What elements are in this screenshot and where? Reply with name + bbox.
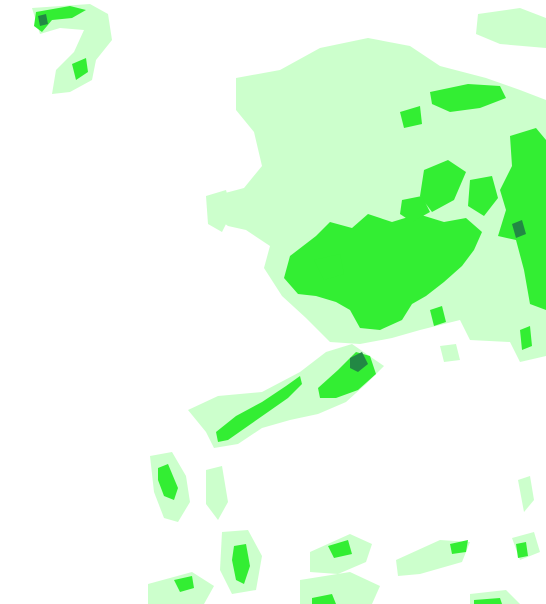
medium-precip-area <box>474 598 502 604</box>
medium-precip-area <box>498 128 546 310</box>
medium-precip-area <box>400 196 430 222</box>
medium-precip-area <box>314 254 344 280</box>
medium-precip-area <box>232 544 250 584</box>
medium-precip-area <box>420 160 466 212</box>
medium-precip-area <box>516 542 528 558</box>
medium-precip-area <box>34 6 86 32</box>
high-precipitation-layer <box>38 14 526 372</box>
medium-precip-area <box>430 84 506 112</box>
low-precip-area <box>476 8 546 48</box>
high-precip-area <box>512 220 526 238</box>
medium-precip-area <box>174 576 194 592</box>
medium-precip-area <box>216 376 302 442</box>
medium-precip-area <box>468 176 498 216</box>
low-precip-area <box>32 4 112 94</box>
medium-precip-area <box>520 326 532 350</box>
high-precip-area <box>350 352 368 372</box>
medium-precip-area <box>284 214 482 330</box>
medium-precipitation-layer <box>34 6 546 604</box>
low-precip-area <box>440 344 460 362</box>
medium-precip-area <box>312 594 336 604</box>
medium-precip-area <box>72 58 88 80</box>
medium-precip-area <box>400 106 422 128</box>
medium-precip-area <box>450 540 468 554</box>
medium-precip-area <box>430 306 446 326</box>
high-precip-area <box>38 14 48 26</box>
low-precip-area <box>300 572 380 604</box>
medium-precip-area <box>158 464 178 500</box>
medium-precip-area <box>328 540 352 558</box>
low-precip-area <box>262 200 286 222</box>
low-precip-area <box>518 476 534 512</box>
low-precip-area <box>206 466 228 520</box>
low-precip-area <box>206 190 232 232</box>
